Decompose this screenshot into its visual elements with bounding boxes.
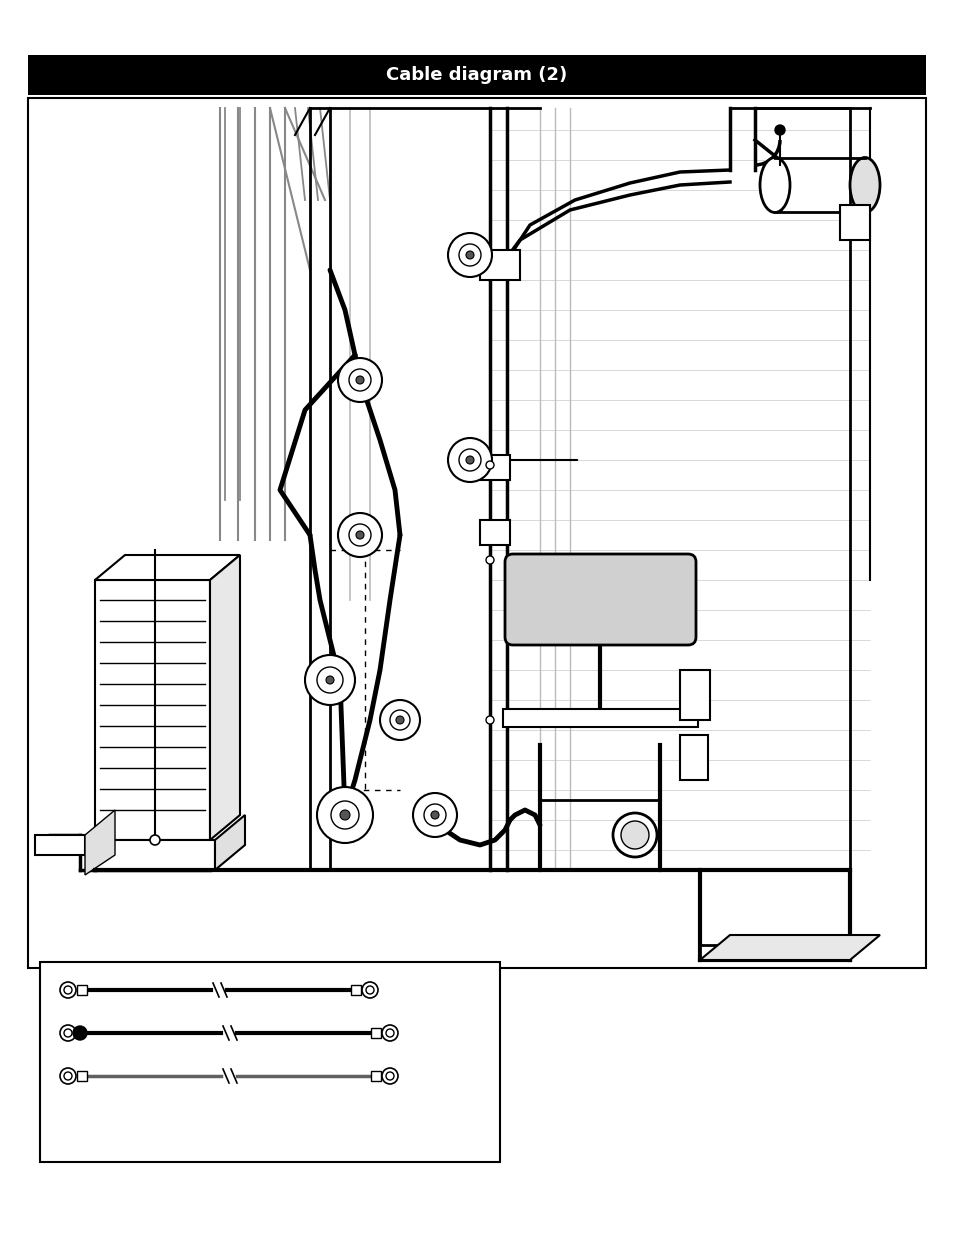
Circle shape [337,358,381,403]
Circle shape [458,245,480,266]
Circle shape [386,1029,394,1037]
Circle shape [485,716,494,724]
Circle shape [413,793,456,837]
Circle shape [349,369,371,391]
Bar [774,157,864,212]
Circle shape [150,835,160,845]
Bar [679,671,709,720]
Circle shape [316,787,373,844]
Circle shape [613,813,657,857]
Circle shape [355,531,364,538]
Bar [679,735,707,781]
Bar [28,98,925,968]
Circle shape [64,1029,71,1037]
Circle shape [305,655,355,705]
Circle shape [423,804,446,826]
Circle shape [390,710,410,730]
Circle shape [465,251,474,259]
Bar [77,986,87,995]
Bar [95,580,210,840]
Circle shape [381,1068,397,1084]
Polygon shape [210,555,240,840]
Circle shape [386,1072,394,1079]
Circle shape [339,810,350,820]
Circle shape [448,438,492,482]
Bar [90,840,214,869]
Bar [351,986,360,995]
FancyBboxPatch shape [504,555,696,645]
Circle shape [485,556,494,564]
Ellipse shape [760,158,789,212]
Circle shape [485,461,494,469]
Circle shape [73,1026,87,1040]
Circle shape [361,982,377,998]
Bar [840,205,869,240]
Bar [77,1071,87,1081]
Bar [479,520,510,545]
Circle shape [64,1072,71,1079]
Circle shape [465,456,474,464]
Circle shape [395,716,403,724]
Circle shape [366,986,374,994]
Bar [40,962,499,1162]
Circle shape [60,982,76,998]
Circle shape [379,700,419,740]
Circle shape [60,1068,76,1084]
Circle shape [431,811,438,819]
Bar [35,835,85,855]
Circle shape [316,667,343,693]
Ellipse shape [849,158,879,212]
Circle shape [64,986,71,994]
Bar [371,1028,380,1037]
Bar [28,56,925,95]
Text: Cable diagram (2): Cable diagram (2) [386,65,567,84]
Circle shape [774,125,784,135]
Circle shape [620,821,648,848]
Circle shape [60,1025,76,1041]
Bar [700,945,849,960]
Circle shape [355,375,364,384]
Bar [479,249,519,280]
Polygon shape [95,555,240,580]
Circle shape [326,676,334,684]
Circle shape [331,802,358,829]
Polygon shape [85,810,115,876]
Circle shape [381,1025,397,1041]
Circle shape [349,524,371,546]
Polygon shape [214,815,245,869]
Bar [371,1071,380,1081]
Bar [502,709,698,727]
Bar [479,454,510,480]
Circle shape [337,513,381,557]
Circle shape [448,233,492,277]
Circle shape [458,450,480,471]
Polygon shape [700,935,879,960]
